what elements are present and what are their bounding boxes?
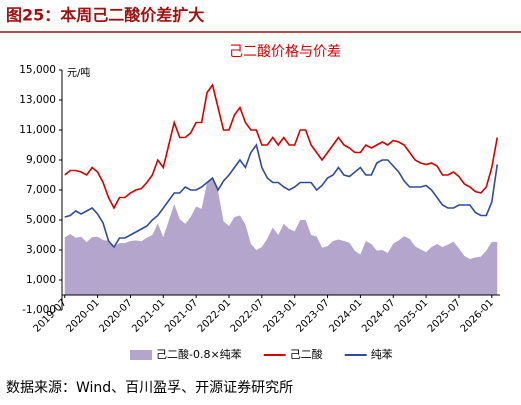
area bbox=[64, 178, 498, 295]
x-tick-label: 2023-01 bbox=[262, 297, 299, 334]
y-tick-label: 11,000 bbox=[19, 124, 56, 136]
x-tick-label: 2025-07 bbox=[426, 297, 463, 334]
legend-label: 己二酸 bbox=[290, 347, 323, 361]
y-tick-label: 5,000 bbox=[26, 214, 56, 226]
y-tick-label: 1,000 bbox=[26, 274, 56, 286]
x-tick-label: 2022-07 bbox=[229, 297, 266, 334]
y-tick-label: 13,000 bbox=[19, 94, 56, 106]
legend-label: 己二酸-0.8×纯苯 bbox=[156, 347, 242, 361]
x-tick-label: 2021-01 bbox=[130, 297, 167, 334]
x-tick-label: 2025-01 bbox=[393, 297, 430, 334]
y-tick-label: 9,000 bbox=[26, 154, 56, 166]
y-tick-label: -1,000 bbox=[22, 304, 56, 316]
legend-label: 纯苯 bbox=[371, 347, 393, 361]
y-tick-label: 7,000 bbox=[26, 184, 56, 196]
x-tick-label: 2020-01 bbox=[64, 297, 101, 334]
x-tick-label: 2024-01 bbox=[327, 297, 364, 334]
x-tick-label: 2020-07 bbox=[97, 297, 134, 334]
line bbox=[64, 83, 499, 210]
y-tick-label: 15,000 bbox=[19, 64, 56, 76]
x-tick-label: 2022-01 bbox=[196, 297, 233, 334]
legend-swatch bbox=[130, 350, 152, 360]
x-tick-label: 2026-01 bbox=[459, 297, 496, 334]
figure-title: 图25：本周己二酸价差扩大 bbox=[6, 6, 204, 25]
x-tick-label: 2021-07 bbox=[163, 297, 200, 334]
y-tick-label: 3,000 bbox=[26, 244, 56, 256]
x-tick-label: 2023-07 bbox=[294, 297, 331, 334]
source-note: 数据来源：Wind、百川盈孚、开源证券研究所 bbox=[6, 380, 293, 396]
chart-title: 己二酸价格与价差 bbox=[229, 44, 341, 60]
y-unit: 元/吨 bbox=[67, 66, 90, 79]
x-tick-label: 2024-07 bbox=[360, 297, 397, 334]
line bbox=[64, 143, 499, 249]
